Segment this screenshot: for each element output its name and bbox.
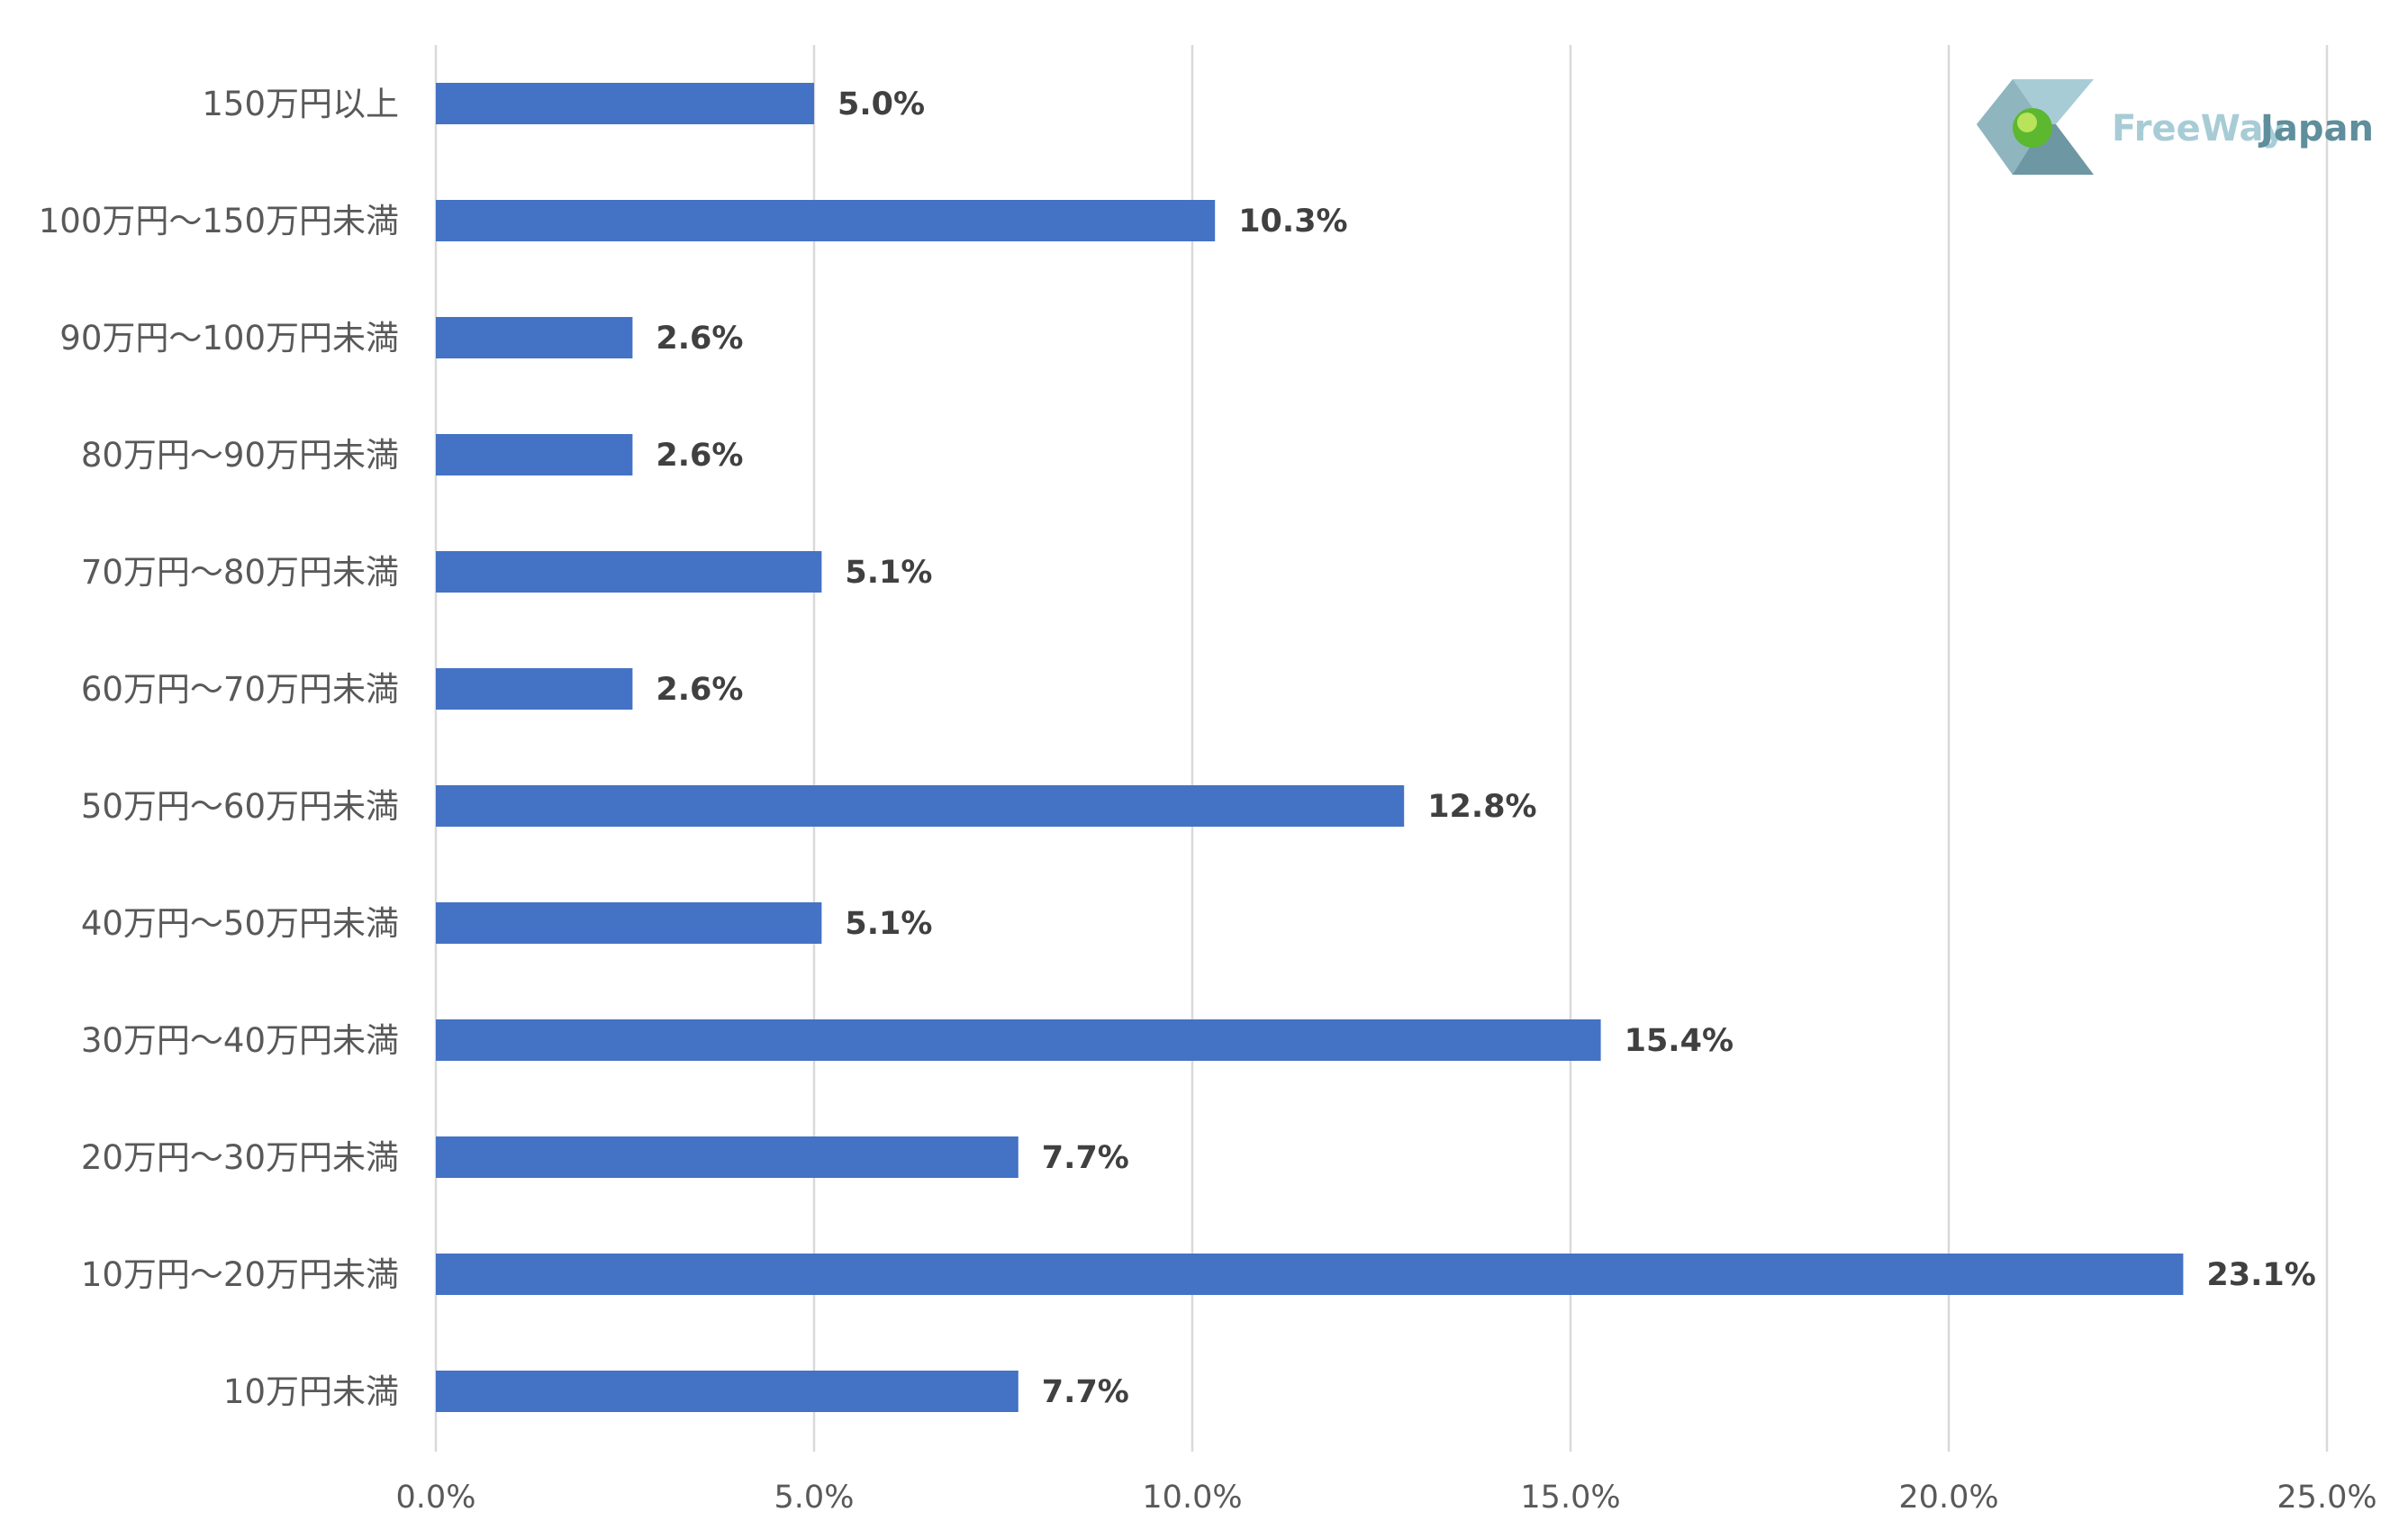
bar	[436, 434, 633, 475]
data-label: 5.1%	[845, 555, 932, 591]
category-label: 30万円～40万円未満	[81, 1021, 399, 1060]
bar	[436, 1254, 2184, 1295]
x-tick-label: 0.0%	[396, 1480, 476, 1516]
bar	[436, 317, 633, 358]
logo-text-japan: Japan	[2258, 108, 2374, 149]
bar	[436, 83, 814, 124]
category-label: 150万円以上	[202, 85, 399, 123]
bar	[436, 785, 1405, 827]
category-label: 80万円～90万円未満	[81, 436, 399, 475]
bar	[436, 551, 822, 593]
category-label: 60万円～70万円未満	[81, 670, 399, 709]
bar	[436, 1019, 1601, 1061]
bar	[436, 1136, 1018, 1178]
category-label: 50万円～60万円未満	[81, 787, 399, 826]
x-tick-label: 15.0%	[1520, 1480, 1620, 1516]
data-label: 10.3%	[1238, 204, 1347, 240]
freewayjapan-logo-icon	[1977, 79, 2094, 175]
x-tick-label: 10.0%	[1142, 1480, 1242, 1516]
freewayjapan-logo: FreeWay Japan	[1977, 79, 2374, 175]
logo-text-freeway: FreeWay	[2112, 108, 2286, 149]
data-label: 15.4%	[1625, 1023, 1734, 1059]
labels: 0.0% 5.0% 10.0% 15.0% 20.0% 25.0% 150万円以上 5.0% 1…	[39, 85, 2377, 1516]
data-label: 7.7%	[1042, 1140, 1129, 1176]
bar	[436, 668, 633, 710]
data-label: 7.7%	[1042, 1374, 1129, 1410]
category-label: 90万円～100万円未満	[59, 319, 399, 358]
bar	[436, 902, 822, 944]
x-tick-label: 25.0%	[2277, 1480, 2376, 1516]
data-label: 2.6%	[656, 672, 743, 708]
category-label: 40万円～50万円未満	[81, 904, 399, 943]
data-label: 2.6%	[656, 438, 743, 474]
x-tick-label: 20.0%	[1898, 1480, 1998, 1516]
data-label: 5.1%	[845, 906, 932, 942]
bars	[436, 83, 2184, 1412]
x-tick-label: 5.0%	[774, 1480, 855, 1516]
category-label: 70万円～80万円未満	[81, 553, 399, 592]
data-label: 5.0%	[837, 86, 925, 122]
category-label: 100万円～150万円未満	[39, 202, 399, 240]
category-label: 10万円未満	[223, 1372, 399, 1411]
gridlines	[434, 45, 2329, 1452]
category-label: 10万円～20万円未満	[81, 1255, 399, 1294]
data-label: 2.6%	[656, 321, 743, 357]
bar	[436, 1371, 1018, 1412]
data-label: 12.8%	[1427, 789, 1536, 825]
bar	[436, 200, 1216, 241]
data-label: 23.1%	[2206, 1257, 2315, 1293]
category-label: 20万円～30万円未満	[81, 1138, 399, 1177]
